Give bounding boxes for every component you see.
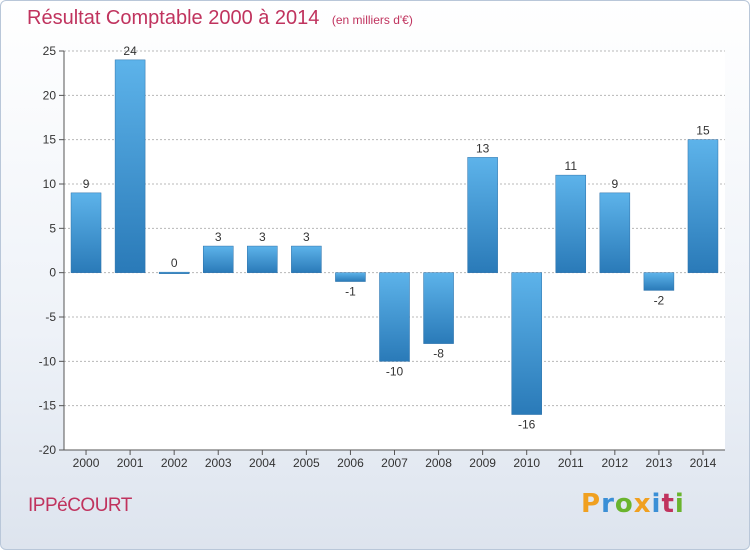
- x-tick-label: 2000: [73, 456, 100, 470]
- chart-title-block: Résultat Comptable 2000 à 2014 (en milli…: [27, 7, 413, 30]
- bar: [202, 245, 234, 273]
- x-tick-label: 2013: [646, 456, 673, 470]
- data-label: -10: [386, 364, 404, 378]
- data-label: 3: [303, 230, 310, 244]
- x-tick-label: 2014: [690, 456, 717, 470]
- bar: [687, 139, 719, 273]
- x-tick-label: 2010: [513, 456, 540, 470]
- x-tick-label: 2007: [381, 456, 408, 470]
- y-tick-label: 15: [43, 133, 57, 147]
- bar: [70, 192, 102, 273]
- bar: [643, 272, 675, 291]
- y-tick-label: 5: [49, 221, 56, 235]
- y-tick-label: -10: [39, 354, 57, 368]
- y-tick-label: -15: [39, 399, 57, 413]
- x-tick-label: 2001: [117, 456, 144, 470]
- x-tick-label: 2005: [293, 456, 320, 470]
- x-tick-label: 2002: [161, 456, 188, 470]
- y-tick-label: -5: [45, 310, 56, 324]
- bar: [247, 245, 278, 273]
- bar: [599, 192, 631, 273]
- data-label: 24: [123, 44, 137, 58]
- bar: [291, 245, 322, 273]
- bar: [423, 272, 454, 344]
- data-label: -8: [433, 347, 444, 361]
- logo-letter: i: [651, 489, 662, 519]
- x-tick-label: 2006: [337, 456, 364, 470]
- data-label: 9: [611, 177, 618, 191]
- bar: [158, 271, 190, 274]
- x-tick-label: 2012: [601, 456, 628, 470]
- data-label: 13: [476, 141, 490, 155]
- x-tick-label: 2003: [205, 456, 232, 470]
- location-name: IPPéCOURT: [28, 495, 132, 516]
- logo-letter: x: [633, 489, 652, 519]
- x-tick-label: 2009: [469, 456, 496, 470]
- data-label: 15: [696, 124, 710, 138]
- data-label: 3: [259, 230, 266, 244]
- y-tick-label: 10: [43, 177, 57, 191]
- bar: [511, 272, 542, 415]
- bar: [114, 59, 146, 273]
- logo-letter: r: [601, 489, 615, 519]
- data-label: -16: [518, 418, 536, 432]
- bar: [379, 272, 410, 362]
- y-tick-label: -20: [39, 443, 57, 457]
- logo-letter: P: [581, 489, 602, 519]
- x-tick-label: 2011: [558, 456, 584, 470]
- data-label: 0: [171, 256, 178, 270]
- proxiti-logo: Proxiti: [581, 489, 685, 519]
- x-tick-label: 2008: [425, 456, 452, 470]
- logo-letter: i: [674, 489, 685, 519]
- x-tick-label: 2004: [249, 456, 276, 470]
- y-tick-label: 25: [43, 44, 57, 58]
- logo-letter: t: [661, 489, 675, 519]
- data-label: -1: [345, 285, 356, 299]
- data-label: 11: [565, 159, 578, 173]
- chart-subtitle: (en milliers d'€): [331, 13, 413, 27]
- bar: [335, 272, 366, 282]
- bar: [555, 174, 587, 273]
- data-label: -2: [654, 293, 665, 307]
- data-label: 3: [215, 230, 222, 244]
- chart-title: Résultat Comptable 2000 à 2014: [27, 7, 320, 29]
- data-label: 9: [83, 177, 90, 191]
- y-tick-label: 20: [43, 88, 57, 102]
- y-tick-label: 0: [49, 266, 56, 280]
- logo-letter: o: [614, 489, 634, 519]
- bar: [467, 157, 498, 273]
